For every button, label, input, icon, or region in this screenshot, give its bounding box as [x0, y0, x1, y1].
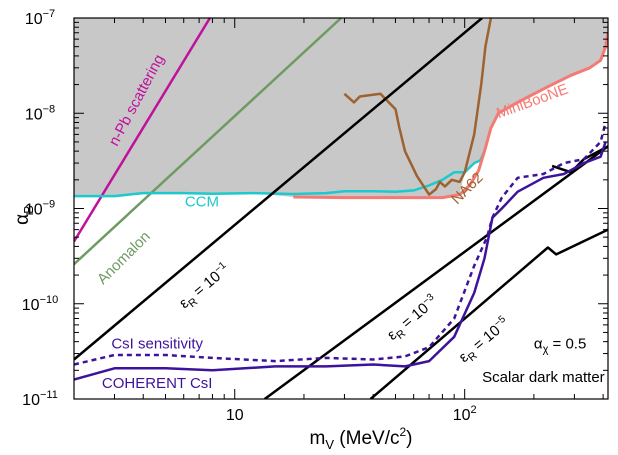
- curve-label-ccm: CCM: [185, 193, 219, 210]
- series-layer: [74, 18, 608, 399]
- y-tick-label: 10−9: [25, 199, 55, 219]
- note-alpha: αχ = 0.5: [534, 335, 586, 355]
- x-tick-label: 102: [453, 404, 477, 424]
- series-line-anomalon: [74, 18, 342, 266]
- excluded-region: [74, 18, 608, 198]
- series-line-miniboone: [293, 32, 608, 200]
- y-tick-label: 10−10: [22, 294, 58, 314]
- series-line-r-10-1: [74, 18, 483, 361]
- ticks-layer: 10 102 10−11 10−10 10−9 10−8 10−7: [22, 8, 608, 424]
- series-line-csi-sensitivity: [74, 122, 607, 366]
- note-scalar: Scalar dark matter: [482, 369, 605, 386]
- curve-label-coherent: COHERENT CsI: [102, 375, 213, 392]
- y-tick-label: 10−7: [25, 8, 55, 28]
- x-axis-title: mV (MeV/c2): [310, 425, 413, 452]
- series-line-n-pb-scattering: [74, 18, 211, 243]
- series-line-na62: [343, 18, 493, 196]
- plot-frame: [73, 17, 609, 400]
- series-line-coherent-csi: [74, 141, 607, 381]
- curve-label-csi_sens: CsI sensitivity: [111, 335, 203, 352]
- y-tick-label: 10−8: [25, 103, 55, 123]
- x-tick-label: 10: [226, 407, 244, 424]
- y-axis-title: αB: [12, 205, 36, 225]
- y-tick-label: 10−11: [22, 389, 58, 409]
